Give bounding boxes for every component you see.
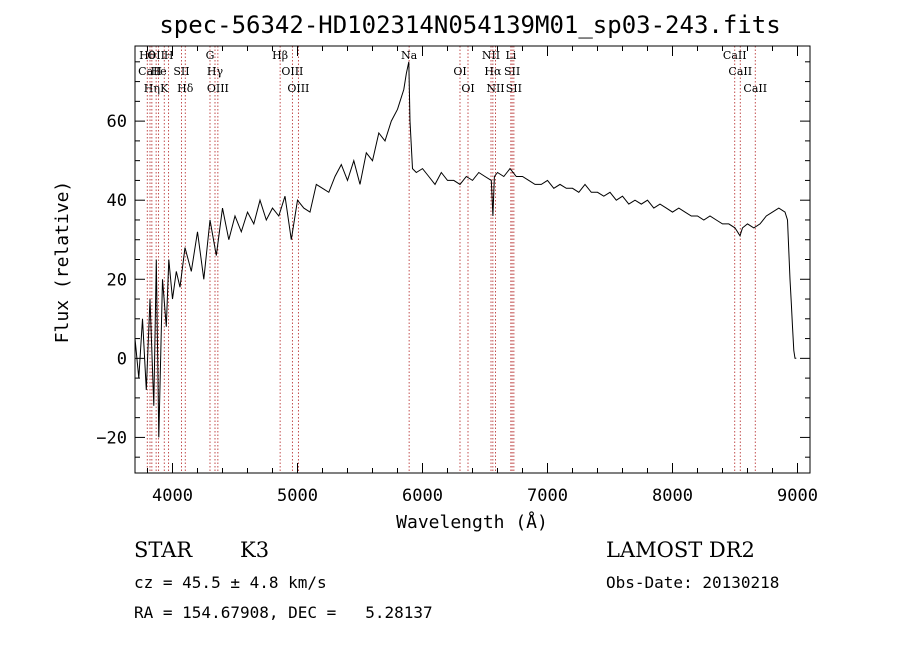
line-marker-label: He bbox=[151, 65, 167, 78]
line-marker-label: OI bbox=[461, 82, 474, 95]
x-tick-label: 4000 bbox=[152, 486, 193, 506]
x-tick-label: 7000 bbox=[527, 486, 568, 506]
observation-date: Obs-Date: 20130218 bbox=[606, 573, 780, 592]
line-marker-label: SII bbox=[504, 65, 520, 78]
flux-series-line bbox=[134, 61, 797, 438]
line-marker-label: Hγ bbox=[207, 65, 224, 78]
object-subclass: K3 bbox=[240, 538, 270, 562]
line-marker-label: CaII bbox=[138, 65, 162, 78]
line-marker-label: OII bbox=[147, 49, 165, 62]
x-axis-label: Wavelength (Å) bbox=[396, 511, 548, 533]
plot-frame bbox=[134, 45, 811, 474]
line-marker-label: Hδ bbox=[177, 82, 194, 95]
line-marker-label: G bbox=[206, 49, 215, 62]
line-marker-label: SII bbox=[173, 65, 189, 78]
line-marker-label: CaII bbox=[728, 65, 752, 78]
object-class: STAR bbox=[134, 538, 193, 562]
line-marker-labels: Hθ CaII Hη OII He K H SII Hδ G Hγ OIII Hβ OIII OIII Na O… bbox=[138, 49, 767, 95]
line-marker-label: Hα bbox=[484, 65, 502, 78]
chart-title: spec-56342-HD102314N054139M01_sp03-243.f… bbox=[159, 11, 780, 39]
redshift-velocity: cz = 45.5 ± 4.8 km/s bbox=[134, 573, 327, 592]
y-tick-label: 60 bbox=[107, 112, 127, 132]
line-marker-label: OIII bbox=[287, 82, 309, 95]
y-tick-label: 20 bbox=[107, 270, 127, 290]
line-marker-label: Hβ bbox=[272, 49, 288, 62]
x-tick-label: 5000 bbox=[277, 486, 318, 506]
line-marker-label: SII bbox=[506, 82, 522, 95]
line-marker-label: OIII bbox=[207, 82, 229, 95]
x-tick-label: 8000 bbox=[652, 486, 693, 506]
line-marker-label: NII bbox=[486, 82, 504, 95]
line-marker-label: Li bbox=[505, 49, 516, 62]
line-marker-label: Na bbox=[401, 49, 418, 62]
line-marker-label: CaII bbox=[743, 82, 767, 95]
line-marker-label: H bbox=[164, 49, 174, 62]
y-axis-label: Flux (relative) bbox=[52, 181, 73, 344]
x-tick-label: 6000 bbox=[402, 486, 443, 506]
survey-name: LAMOST DR2 bbox=[606, 538, 755, 562]
y-tick-label: −20 bbox=[96, 428, 127, 448]
line-markers bbox=[146, 46, 756, 473]
line-marker-label: OIII bbox=[281, 65, 303, 78]
line-marker-label: OI bbox=[453, 65, 466, 78]
line-marker-label: Hθ bbox=[139, 49, 156, 62]
x-tick-label: 9000 bbox=[777, 486, 818, 506]
x-axis-ticks: 4000 5000 6000 7000 8000 9000 bbox=[147, 46, 818, 506]
sky-coordinates: RA = 154.67908, DEC = 5.28137 bbox=[134, 603, 433, 622]
y-axis-ticks: −20 0 20 40 60 bbox=[96, 61, 810, 458]
y-tick-label: 40 bbox=[107, 191, 127, 211]
y-tick-label: 0 bbox=[117, 349, 127, 369]
line-marker-label: NII bbox=[482, 49, 500, 62]
line-marker-label: Hη bbox=[144, 82, 160, 95]
line-marker-label: K bbox=[160, 82, 169, 95]
line-marker-label: CaII bbox=[723, 49, 747, 62]
